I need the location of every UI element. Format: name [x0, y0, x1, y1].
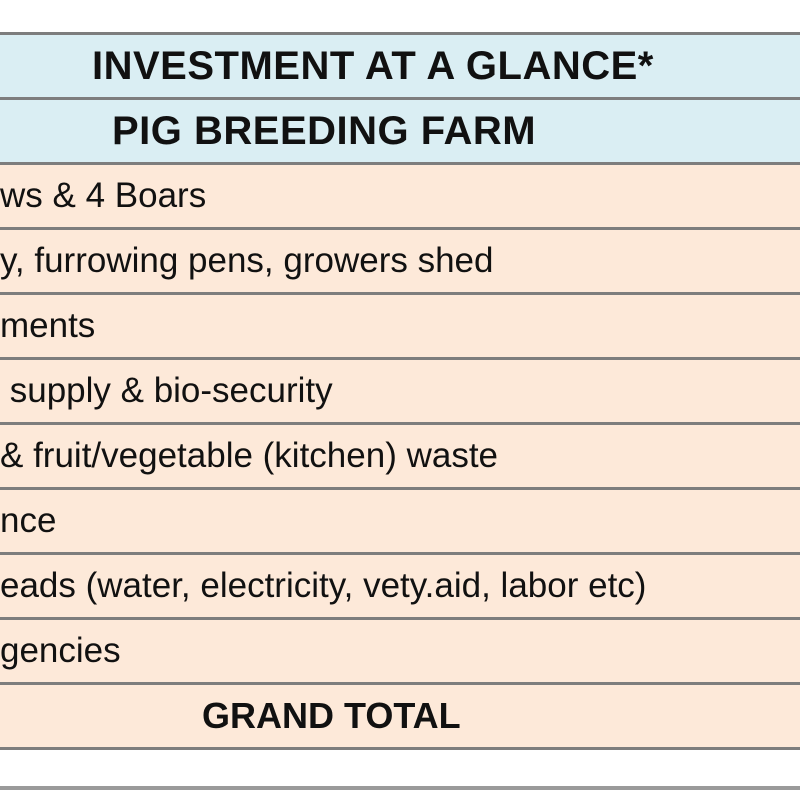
- table-row: y, furrowing pens, growers shed: [0, 230, 800, 295]
- row-label: supply & bio-security: [0, 371, 333, 410]
- table-subtitle-row: PIG BREEDING FARM: [0, 100, 800, 165]
- table-row: gencies: [0, 620, 800, 685]
- table-row: supply & bio-security: [0, 360, 800, 425]
- investment-table: INVESTMENT AT A GLANCE* PIG BREEDING FAR…: [0, 32, 800, 750]
- table-row: ments: [0, 295, 800, 360]
- row-label: ws & 4 Boars: [0, 176, 207, 215]
- row-label: ments: [0, 306, 96, 345]
- table-row: eads (water, electricity, vety.aid, labo…: [0, 555, 800, 620]
- row-label: y, furrowing pens, growers shed: [0, 241, 494, 280]
- row-label: eads (water, electricity, vety.aid, labo…: [0, 566, 647, 605]
- table-subtitle: PIG BREEDING FARM: [112, 108, 537, 153]
- table-row: nce: [0, 490, 800, 555]
- row-label: gencies: [0, 631, 121, 670]
- table-row: ws & 4 Boars: [0, 165, 800, 230]
- table-title-row: INVESTMENT AT A GLANCE*: [0, 35, 800, 100]
- grand-total-row: GRAND TOTAL: [0, 685, 800, 750]
- row-label: nce: [0, 501, 57, 540]
- bottom-rule: [0, 786, 800, 790]
- table-row: & fruit/vegetable (kitchen) waste: [0, 425, 800, 490]
- row-label: & fruit/vegetable (kitchen) waste: [0, 436, 499, 475]
- table-title: INVESTMENT AT A GLANCE*: [92, 43, 654, 88]
- grand-total-label: GRAND TOTAL: [202, 695, 461, 736]
